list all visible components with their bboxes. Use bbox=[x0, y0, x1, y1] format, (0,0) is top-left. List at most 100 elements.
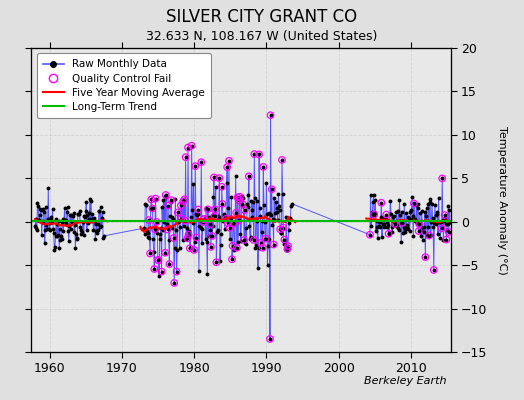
Point bbox=[390, 221, 399, 227]
Point bbox=[398, 220, 407, 226]
Point bbox=[266, 112, 275, 118]
Point bbox=[210, 174, 218, 181]
Point bbox=[151, 226, 159, 232]
Point bbox=[438, 175, 446, 182]
Point bbox=[235, 197, 244, 204]
Point bbox=[161, 192, 170, 198]
Point bbox=[278, 157, 286, 163]
Point bbox=[268, 186, 276, 192]
Point bbox=[164, 202, 172, 209]
Point bbox=[232, 210, 241, 216]
Point bbox=[210, 213, 219, 220]
Point bbox=[415, 221, 423, 227]
Point bbox=[183, 235, 192, 242]
Point bbox=[382, 211, 390, 218]
Point bbox=[228, 243, 237, 249]
Point bbox=[238, 201, 246, 207]
Legend: Raw Monthly Data, Quality Control Fail, Five Year Moving Average, Long-Term Tren: Raw Monthly Data, Quality Control Fail, … bbox=[37, 53, 211, 118]
Point bbox=[185, 245, 194, 252]
Point bbox=[197, 159, 205, 166]
Point bbox=[280, 236, 289, 243]
Point bbox=[257, 240, 265, 246]
Point bbox=[370, 211, 378, 218]
Point bbox=[233, 245, 241, 251]
Point bbox=[269, 241, 278, 248]
Point bbox=[255, 151, 263, 158]
Point bbox=[284, 243, 292, 249]
Point bbox=[204, 206, 212, 212]
Point bbox=[233, 194, 242, 201]
Point bbox=[190, 247, 198, 253]
Point bbox=[170, 280, 178, 286]
Point bbox=[206, 221, 214, 228]
Text: Berkeley Earth: Berkeley Earth bbox=[364, 376, 446, 386]
Point bbox=[212, 259, 221, 266]
Point bbox=[218, 201, 226, 207]
Point bbox=[181, 154, 190, 160]
Point bbox=[191, 163, 200, 169]
Point bbox=[145, 217, 153, 223]
Point bbox=[377, 200, 386, 206]
Point bbox=[266, 336, 274, 342]
Point bbox=[172, 268, 181, 275]
Point bbox=[225, 158, 233, 164]
Point bbox=[165, 261, 173, 267]
Point bbox=[222, 216, 230, 222]
Point bbox=[283, 246, 292, 252]
Point bbox=[421, 254, 430, 260]
Point bbox=[245, 173, 253, 180]
Point bbox=[225, 224, 234, 231]
Point bbox=[167, 197, 176, 203]
Point bbox=[157, 268, 166, 275]
Point bbox=[208, 233, 216, 239]
Point bbox=[236, 194, 244, 200]
Point bbox=[150, 266, 158, 272]
Point bbox=[414, 228, 423, 234]
Point bbox=[224, 220, 232, 226]
Point bbox=[181, 218, 189, 224]
Point bbox=[441, 212, 449, 218]
Point bbox=[152, 219, 161, 225]
Point bbox=[177, 202, 185, 209]
Text: SILVER CITY GRANT CO: SILVER CITY GRANT CO bbox=[167, 8, 357, 26]
Point bbox=[217, 184, 226, 190]
Point bbox=[228, 256, 236, 262]
Point bbox=[154, 257, 162, 263]
Point bbox=[151, 195, 160, 202]
Point bbox=[184, 231, 193, 238]
Point bbox=[258, 244, 267, 251]
Point bbox=[276, 226, 285, 232]
Point bbox=[211, 206, 220, 213]
Point bbox=[241, 207, 249, 213]
Point bbox=[177, 216, 185, 222]
Point bbox=[223, 164, 232, 170]
Point bbox=[261, 235, 270, 242]
Point bbox=[169, 235, 178, 241]
Point bbox=[184, 144, 192, 151]
Point bbox=[146, 250, 154, 257]
Point bbox=[249, 237, 258, 243]
Point bbox=[180, 196, 189, 202]
Point bbox=[385, 230, 393, 237]
Point bbox=[147, 196, 156, 202]
Point bbox=[215, 175, 224, 181]
Point bbox=[200, 216, 208, 222]
Text: 32.633 N, 108.167 W (United States): 32.633 N, 108.167 W (United States) bbox=[146, 30, 378, 43]
Point bbox=[163, 226, 172, 233]
Point bbox=[259, 164, 268, 170]
Point bbox=[279, 224, 287, 231]
Point bbox=[200, 216, 209, 222]
Point bbox=[148, 205, 157, 212]
Point bbox=[445, 229, 453, 235]
Point bbox=[179, 198, 188, 204]
Point bbox=[199, 219, 208, 225]
Point bbox=[250, 151, 258, 157]
Point bbox=[410, 200, 418, 207]
Point bbox=[366, 232, 374, 238]
Point bbox=[188, 142, 196, 149]
Point bbox=[173, 209, 182, 216]
Point bbox=[192, 234, 201, 241]
Point bbox=[425, 232, 433, 239]
Point bbox=[442, 236, 451, 243]
Y-axis label: Temperature Anomaly (°C): Temperature Anomaly (°C) bbox=[497, 126, 507, 274]
